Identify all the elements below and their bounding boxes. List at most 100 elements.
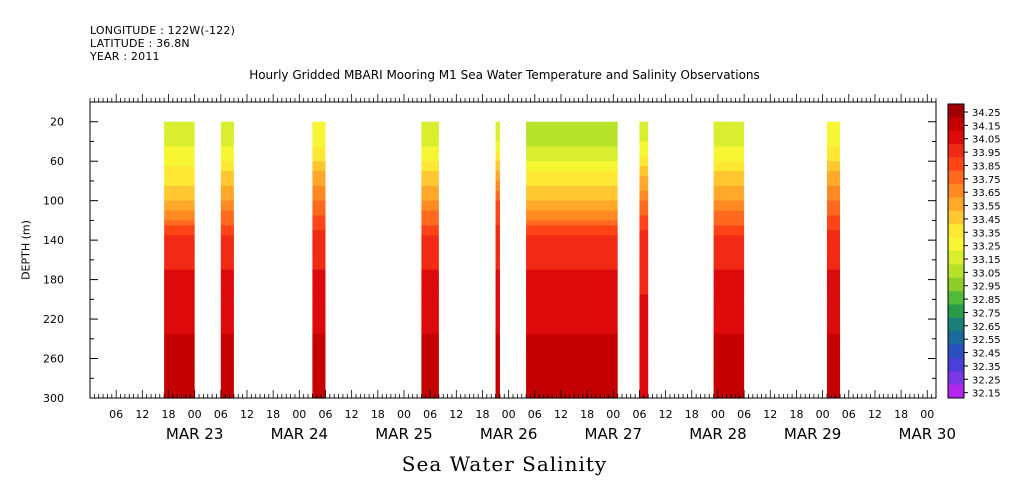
salinity-cell: [220, 358, 234, 365]
salinity-cell: [526, 225, 618, 231]
salinity-cell: [312, 269, 326, 276]
salinity-cell: [495, 378, 500, 384]
salinity-cell: [495, 156, 500, 162]
colorbar-band: [948, 210, 964, 225]
salinity-cell: [639, 176, 649, 182]
plot-axes: 20 60 100 140 180 220 260 300 06 12 18 00 06 12 18 00 06…: [43, 94, 956, 443]
salinity-cell: [220, 190, 234, 197]
salinity-cell: [713, 269, 745, 276]
x-day-label: MAR 23: [166, 425, 223, 443]
salinity-cell: [220, 264, 234, 271]
salinity-cell: [826, 388, 841, 394]
salinity-cell: [421, 333, 439, 340]
x-hour-label: 18: [371, 408, 385, 421]
data-segment: [639, 121, 649, 399]
salinity-cell: [164, 190, 195, 197]
salinity-cell: [495, 180, 500, 187]
salinity-cell: [526, 171, 618, 177]
salinity-cell: [526, 259, 618, 266]
salinity-cell: [526, 205, 618, 212]
colorbar-label: 33.55: [972, 202, 1001, 213]
salinity-cell: [526, 151, 618, 157]
salinity-cell: [495, 225, 500, 231]
salinity-cell: [312, 319, 326, 325]
salinity-cell: [421, 225, 439, 231]
salinity-cell: [713, 151, 745, 157]
salinity-cell: [312, 358, 326, 365]
salinity-cell: [495, 254, 500, 261]
x-hour-label: 18: [685, 408, 699, 421]
salinity-cell: [220, 319, 234, 325]
salinity-cell: [826, 328, 841, 335]
salinity-cell: [639, 230, 649, 236]
salinity-cell: [639, 299, 649, 305]
year-label: YEAR : 2011: [90, 50, 160, 63]
salinity-cell: [826, 210, 841, 217]
salinity-cell: [164, 230, 195, 236]
salinity-cell: [164, 309, 195, 315]
salinity-cell: [526, 383, 618, 389]
colorbar-label: 32.45: [972, 349, 1001, 360]
salinity-cell: [312, 171, 326, 177]
colorbar-label: 33.65: [972, 188, 1001, 199]
x-hour-label: 00: [292, 408, 306, 421]
salinity-cell: [421, 190, 439, 197]
salinity-cell: [713, 131, 745, 138]
salinity-cell: [421, 279, 439, 286]
salinity-cell: [164, 166, 195, 172]
salinity-cell: [220, 245, 234, 251]
salinity-cell: [312, 141, 326, 147]
x-hour-label: 06: [109, 408, 123, 421]
salinity-cell: [312, 314, 326, 320]
salinity-cell: [220, 368, 234, 374]
salinity-cell: [220, 240, 234, 246]
salinity-cell: [713, 230, 745, 236]
x-day-label: MAR 26: [480, 425, 537, 443]
salinity-cell: [495, 166, 500, 172]
x-hour-label: 06: [214, 408, 228, 421]
data-segment: [713, 121, 745, 399]
salinity-cell: [220, 363, 234, 369]
salinity-cell: [526, 210, 618, 217]
salinity-cell: [312, 200, 326, 207]
colorbar-label: 32.75: [972, 308, 1001, 319]
x-hour-label: 00: [397, 408, 411, 421]
salinity-cell: [495, 230, 500, 236]
salinity-cell: [495, 131, 500, 138]
salinity-cell: [495, 353, 500, 360]
salinity-cell: [495, 289, 500, 295]
salinity-cell: [826, 309, 841, 315]
salinity-cell: [639, 333, 649, 340]
colorbar-label: 32.85: [972, 295, 1001, 306]
x-hour-label: 00: [920, 408, 934, 421]
salinity-cell: [164, 383, 195, 389]
salinity-cell: [713, 185, 745, 192]
salinity-cell: [164, 324, 195, 330]
x-day-label: MAR 27: [585, 425, 642, 443]
salinity-cell: [421, 353, 439, 360]
salinity-cell: [220, 269, 234, 276]
salinity-cell: [495, 136, 500, 143]
colorbar-label: 34.25: [972, 108, 1001, 119]
salinity-cell: [312, 151, 326, 157]
salinity-cell: [164, 358, 195, 365]
salinity-cell: [421, 195, 439, 202]
salinity-cell: [164, 304, 195, 310]
salinity-cell: [421, 131, 439, 138]
salinity-cell: [495, 373, 500, 379]
salinity-cell: [312, 240, 326, 246]
salinity-cell: [639, 225, 649, 231]
salinity-cell: [164, 338, 195, 345]
salinity-cell: [164, 279, 195, 286]
salinity-cell: [220, 126, 234, 133]
salinity-cell: [312, 131, 326, 138]
x-day-label: MAR 30: [899, 425, 956, 443]
salinity-cell: [220, 166, 234, 172]
salinity-cell: [421, 161, 439, 167]
colorbar-band: [948, 277, 964, 292]
salinity-cell: [220, 299, 234, 305]
salinity-cell: [826, 343, 841, 350]
salinity-cell: [312, 363, 326, 369]
salinity-cell: [312, 343, 326, 350]
salinity-cell: [713, 309, 745, 315]
